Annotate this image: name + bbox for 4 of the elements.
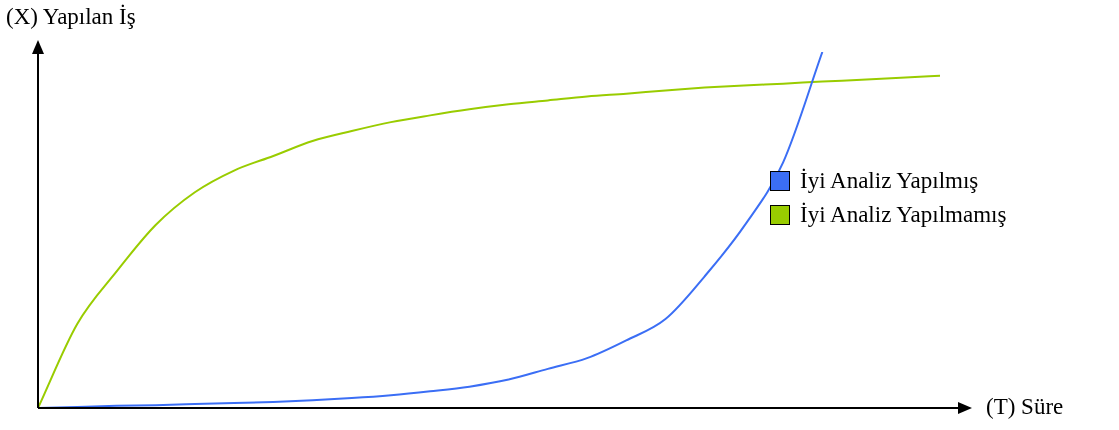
legend-label: İyi Analiz Yapılmamış: [800, 202, 1007, 228]
legend-label: İyi Analiz Yapılmış: [800, 168, 979, 194]
y-axis-title: (X) Yapılan İş: [6, 4, 136, 30]
x-axis-title: (T) Süre: [986, 394, 1064, 420]
